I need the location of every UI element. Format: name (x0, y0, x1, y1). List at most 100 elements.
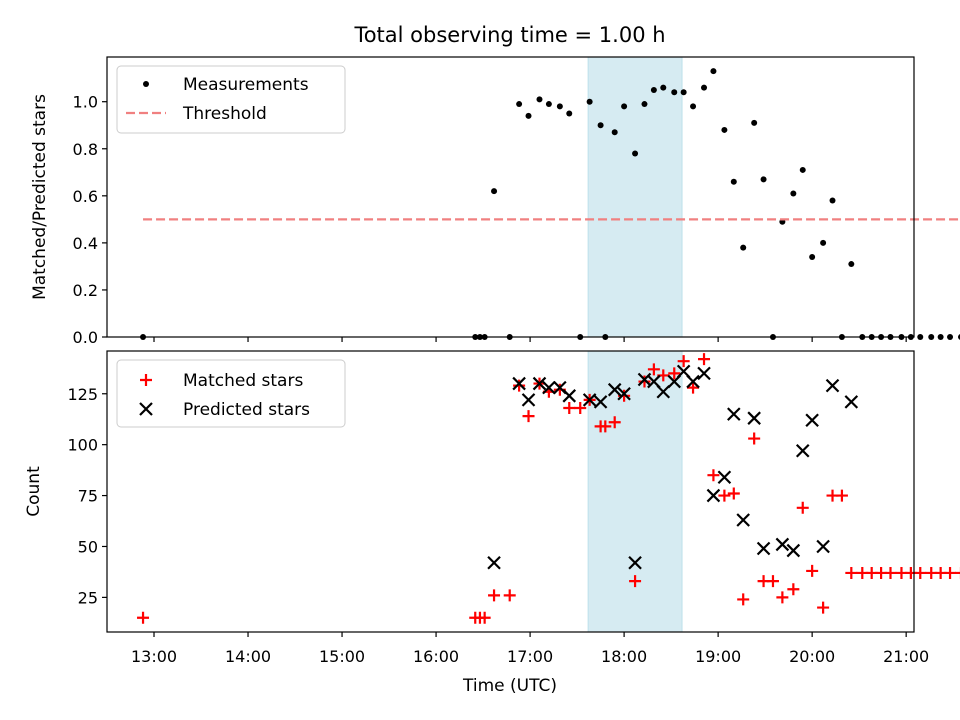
matched-stars-point (698, 353, 711, 366)
legend-label: Threshold (182, 104, 267, 124)
matched-stars-point (668, 367, 681, 380)
measurement-point (556, 103, 563, 110)
x-tick-label: 19:00 (695, 647, 741, 666)
x-tick-label: 14:00 (225, 647, 271, 666)
matched-stars-point (647, 363, 660, 376)
measurement-point (545, 101, 552, 108)
matched-stars-point (707, 469, 720, 482)
predicted-stars-point (795, 443, 810, 458)
shaded-interval (587, 350, 683, 633)
panel-top: 0.0 0.2 0.4 0.6 0.8 1.0 Matched/Predicted star… (30, 56, 960, 347)
x-tick-label: 16:00 (413, 647, 459, 666)
y-tick-label: 0.0 (73, 328, 98, 347)
measurement-point (917, 334, 924, 340)
predicted-stars-point (628, 555, 642, 570)
measurement-point (586, 98, 593, 105)
matched-stars-point (478, 611, 491, 624)
axes-frame (106, 350, 915, 633)
measurement-point (790, 190, 797, 197)
predicted-stars-point (756, 541, 771, 556)
y-axis-label: Matched/Predicted stars (30, 94, 50, 300)
matched-stars-point (737, 593, 750, 606)
matched-stars-point (835, 489, 848, 502)
matched-stars-point (503, 589, 516, 602)
measurement-point (730, 178, 737, 185)
measurement-point (947, 334, 954, 340)
measurement-point (680, 89, 687, 96)
measurement-point (536, 96, 543, 103)
legend-label: Predicted stars (183, 400, 310, 420)
matched-stars-point (748, 432, 761, 445)
matched-stars-point (914, 566, 927, 579)
legend-marker (140, 374, 152, 386)
predicted-stars-point (805, 413, 819, 428)
matched-stars-point (629, 575, 642, 588)
matched-stars-point (766, 575, 779, 588)
predicted-stars-point (747, 411, 761, 425)
predicted-stars-point (593, 395, 608, 409)
shaded-interval (587, 56, 683, 338)
predicted-stars-point (786, 543, 801, 558)
predicted-stars-point (656, 384, 671, 399)
y-tick-label: 50 (78, 537, 98, 556)
legend: Matched stars Predicted stars (116, 359, 346, 428)
matched-stars-point (687, 381, 700, 394)
measurement-point (566, 110, 573, 117)
predicted-stars-point (736, 513, 750, 527)
predicted-stars-point (542, 380, 556, 395)
measurement-point (611, 129, 618, 136)
legend-label: Matched stars (183, 371, 303, 391)
x-tick-label: 15:00 (319, 647, 365, 666)
legend-box (116, 359, 346, 428)
predicted-stars-point (617, 386, 631, 401)
predicted-stars-point (775, 537, 790, 552)
predicted-stars-point (521, 393, 536, 407)
predicted-stars-point (816, 539, 830, 554)
x-tick-label: 20:00 (789, 647, 835, 666)
measurement-point (937, 334, 944, 340)
matched-stars-point (574, 402, 587, 415)
matched-stars-point (599, 420, 612, 433)
measurement-point (721, 126, 728, 133)
matched-stars-point (522, 410, 535, 423)
y-tick-label: 75 (78, 487, 98, 506)
measurement-point (597, 122, 604, 129)
legend-marker (143, 81, 149, 87)
matched-stars-point (137, 611, 150, 624)
measurement-point (710, 68, 717, 75)
measurement-point (516, 101, 523, 108)
legend-marker (139, 402, 153, 416)
chart-title: Total observing time = 1.00 h (353, 23, 665, 47)
matched-stars-point (727, 487, 740, 500)
matched-stars-point (776, 591, 789, 604)
series-predicted-stars (487, 364, 859, 570)
axes-frame (106, 56, 915, 338)
legend-label: Measurements (183, 75, 309, 95)
predicted-stars-point (706, 488, 721, 503)
measurement-point (491, 188, 498, 195)
matched-stars-point (513, 379, 526, 392)
x-tick-label: 18:00 (601, 647, 647, 666)
predicted-stars-point (844, 395, 859, 409)
measurement-point (641, 101, 648, 108)
y-tick-label: 0.6 (73, 187, 98, 206)
matched-stars-point (796, 501, 809, 514)
measurement-point (799, 166, 806, 173)
predicted-stars-point (697, 366, 711, 381)
measurement-point (820, 239, 827, 246)
legend-box (116, 65, 346, 134)
measurement-point (621, 103, 628, 110)
y-tick-label: 0.8 (73, 140, 98, 159)
measurement-point (650, 86, 657, 93)
series-matched-stars (137, 353, 960, 624)
measurement-point (690, 103, 697, 110)
predicted-stars-point (487, 555, 501, 570)
matched-stars-point (845, 566, 858, 579)
matched-stars-point (884, 566, 897, 579)
matched-stars-point (718, 489, 731, 502)
y-tick-label: 100 (67, 436, 98, 455)
matched-stars-point (806, 564, 819, 577)
matched-stars-point (817, 601, 830, 614)
matched-stars-point (488, 589, 501, 602)
